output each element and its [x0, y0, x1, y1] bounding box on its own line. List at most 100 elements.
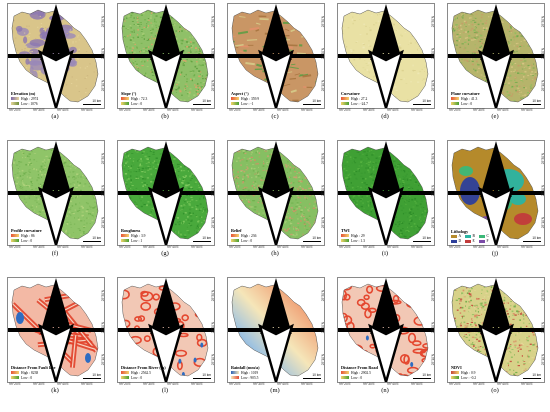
longitude-tick-label: 99°50'E — [191, 244, 203, 249]
latitude-tick-label: 25°20'N — [321, 322, 325, 334]
longitude-tick-label: 99°20'E — [229, 244, 241, 249]
longitude-tick-label: 99°40'E — [57, 381, 69, 386]
longitude-axis: 99°20'E 99°30'E 99°40'E 99°50'E — [447, 108, 543, 113]
latitude-tick-label: 25°10'N — [101, 80, 105, 92]
longitude-tick-label: 99°30'E — [143, 244, 155, 249]
legend-row-low: Low : -0.2 — [451, 375, 497, 380]
map-frame: 25°30'N 25°20'N 25°10'N Plane curvature High… — [447, 3, 545, 109]
legend-label: High : 86 — [21, 233, 35, 238]
longitude-tick-label: 99°40'E — [167, 381, 179, 386]
legend-row-high: High : 8238 — [11, 370, 57, 375]
legend-row-low: Low : 0 — [11, 238, 57, 243]
legend-swatch — [121, 233, 129, 238]
panel-caption: (e) — [491, 113, 499, 120]
legend-label: E — [472, 239, 475, 243]
legend-row-low: Low : 0 — [121, 101, 167, 106]
map-legend: Rainfall (mm/a) High : 1019 Low : 905.5 — [231, 365, 277, 380]
legend-swatch — [451, 101, 459, 106]
legend-label: High : 236 — [241, 233, 257, 238]
longitude-tick-label: 99°30'E — [253, 107, 265, 112]
latitude-tick-label: 25°20'N — [541, 48, 545, 60]
legend-row-high: High : 0.9 — [451, 370, 497, 375]
map-frame: 25°30'N 25°20'N 25°10'N Relief High : 236 Low… — [227, 140, 325, 246]
longitude-tick-label: 99°20'E — [339, 381, 351, 386]
longitude-axis: 99°20'E 99°30'E 99°40'E 99°50'E — [447, 382, 543, 387]
legend-label: Low : 0 — [351, 375, 363, 380]
scale-label: 10 km — [532, 236, 541, 241]
longitude-tick-label: 99°40'E — [57, 107, 69, 112]
longitude-tick-label: 99°50'E — [191, 381, 203, 386]
map-frame: 25°30'N 25°20'N 25°10'N Elevation (m) High :… — [7, 3, 105, 109]
legend-row-high: High : 29 — [341, 233, 387, 238]
legend-swatch — [465, 239, 471, 243]
map-legend: Profile curvature High : 86 Low : 0 — [11, 228, 57, 243]
scale-bar-line — [303, 377, 321, 379]
panel-caption: (j) — [491, 250, 499, 257]
latitude-tick-label: 25°10'N — [431, 80, 435, 92]
map-frame: 25°30'N 25°20'N 25°10'N TWI High : 29 Low : 1… — [337, 140, 435, 246]
legend-row-high: High : 2902.5 — [341, 370, 387, 375]
latitude-tick-label: 25°20'N — [321, 48, 325, 60]
legend-swatch — [231, 101, 239, 106]
latitude-tick-label: 25°30'N — [211, 290, 215, 302]
latitude-tick-label: 25°10'N — [101, 217, 105, 229]
map-frame: 25°30'N 25°20'N 25°10'N Distance From Fault… — [7, 277, 105, 383]
longitude-tick-label: 99°40'E — [167, 107, 179, 112]
longitude-tick-label: 99°20'E — [449, 244, 461, 249]
longitude-tick-label: 99°40'E — [387, 244, 399, 249]
legend-label: Low : 0 — [21, 238, 33, 243]
legend-row-low: Low : 1 — [121, 238, 167, 243]
longitude-tick-label: 99°50'E — [521, 244, 533, 249]
north-arrow-icon — [338, 278, 434, 382]
legend-lithology-item: A — [451, 234, 465, 238]
legend-label: High : 29 — [351, 233, 365, 238]
longitude-tick-label: 99°30'E — [363, 107, 375, 112]
north-arrow-icon — [228, 141, 324, 245]
scale-label: 10 km — [532, 373, 541, 378]
latitude-tick-label: 25°20'N — [101, 48, 105, 60]
map-panel-distance-river: 25°30'N 25°20'N 25°10'N Distance From River… — [112, 274, 218, 402]
legend-lithology-item: C — [479, 234, 493, 238]
map-panel-aspect: 25°30'N 25°20'N 25°10'N Aspect (°) High : 35… — [222, 0, 328, 128]
legend-row-low: Low : -1 — [231, 101, 277, 106]
legend-swatch — [121, 101, 129, 106]
map-panel-slope: 25°30'N 25°20'N 25°10'N Slope (°) High : 72.… — [112, 0, 218, 128]
panel-caption: (n) — [381, 387, 389, 394]
latitude-tick-label: 25°20'N — [541, 185, 545, 197]
north-arrow-icon — [118, 141, 214, 245]
latitude-tick-label: 25°20'N — [431, 322, 435, 334]
legend-swatch — [121, 375, 129, 380]
legend-swatch — [451, 370, 459, 375]
legend-title: Slope (°) — [121, 91, 137, 96]
scale-bar: 10 km — [83, 373, 101, 380]
map-frame: 25°30'N 25°20'N 25°10'N Slope (°) High : 72.… — [117, 3, 215, 109]
legend-swatch — [11, 375, 19, 380]
legend-label: Low : 0 — [131, 101, 143, 106]
scale-bar: 10 km — [83, 99, 101, 106]
legend-title: Aspect (°) — [231, 91, 249, 96]
north-arrow-icon — [118, 278, 214, 382]
longitude-tick-label: 99°20'E — [119, 381, 131, 386]
longitude-tick-label: 99°40'E — [497, 244, 509, 249]
scale-bar: 10 km — [193, 236, 211, 243]
longitude-tick-label: 99°30'E — [33, 107, 45, 112]
latitude-tick-label: 25°30'N — [321, 153, 325, 165]
longitude-axis: 99°20'E 99°30'E 99°40'E 99°50'E — [7, 108, 103, 113]
latitude-tick-label: 25°30'N — [211, 153, 215, 165]
panel-caption: (h) — [271, 250, 279, 257]
longitude-tick-label: 99°40'E — [497, 381, 509, 386]
scale-label: 10 km — [422, 373, 431, 378]
legend-title: NDVI — [451, 365, 462, 370]
north-arrow-icon — [8, 141, 104, 245]
latitude-tick-label: 25°20'N — [211, 322, 215, 334]
legend-swatch — [11, 370, 19, 375]
latitude-tick-label: 25°10'N — [321, 354, 325, 366]
map-panel-roughness: 25°30'N 25°20'N 25°10'N Roughness High : 3.9… — [112, 137, 218, 265]
longitude-tick-label: 99°20'E — [339, 107, 351, 112]
legend-swatch — [451, 375, 459, 380]
latitude-tick-label: 25°30'N — [541, 16, 545, 28]
legend-title: Roughness — [121, 228, 141, 233]
map-frame: 25°30'N 25°20'N 25°10'N Rainfall (mm/a) High… — [227, 277, 325, 383]
longitude-tick-label: 99°50'E — [521, 381, 533, 386]
map-panel-distance-road: 25°30'N 25°20'N 25°10'N Distance From Road H… — [332, 274, 438, 402]
